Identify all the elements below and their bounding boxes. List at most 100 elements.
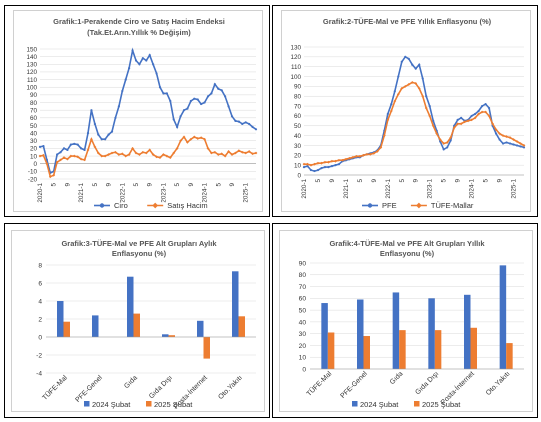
- data-point: [404, 55, 407, 58]
- legend-label: TÜFE-Mallar: [431, 201, 474, 210]
- chart-panel-2: Grafik:2-TÜFE-Mal ve PFE Yıllık Enflasyo…: [272, 5, 538, 217]
- y-tick-label: 0: [297, 172, 301, 179]
- data-point: [470, 118, 474, 122]
- x-tick-label: 2020-1: [37, 183, 44, 203]
- bar-1: [238, 316, 245, 337]
- data-point: [494, 132, 498, 135]
- data-point: [223, 154, 227, 158]
- category-label: Gıda: [123, 374, 139, 390]
- y-tick-label: 50: [294, 123, 302, 130]
- data-point: [515, 144, 519, 147]
- data-point: [505, 141, 508, 144]
- data-point: [334, 164, 337, 167]
- bar-0: [499, 265, 507, 369]
- data-point: [456, 122, 460, 126]
- data-point: [168, 156, 172, 160]
- data-point: [460, 116, 463, 119]
- data-point: [213, 150, 217, 154]
- data-point: [234, 119, 237, 122]
- bar-1: [506, 343, 513, 369]
- data-point: [428, 114, 432, 118]
- x-tick-label: 9: [455, 179, 462, 183]
- x-tick-label: 9: [371, 179, 378, 183]
- bar-0: [464, 294, 471, 369]
- data-point: [421, 77, 424, 80]
- data-point: [155, 155, 158, 159]
- data-point: [302, 162, 306, 166]
- data-point: [432, 119, 435, 122]
- data-point: [237, 149, 241, 153]
- y-tick-label: 60: [294, 113, 302, 120]
- y-tick-label: 120: [290, 54, 301, 61]
- data-point: [134, 151, 138, 155]
- data-point: [203, 101, 206, 104]
- data-point: [210, 151, 213, 155]
- data-point: [220, 152, 224, 156]
- x-tick-label: 5: [174, 183, 181, 187]
- data-point: [52, 173, 56, 177]
- data-point: [145, 59, 148, 62]
- y-tick-label: 70: [294, 103, 302, 110]
- data-point: [86, 148, 90, 152]
- bar-0: [392, 292, 400, 369]
- x-tick-label: 2021-1: [78, 183, 85, 203]
- data-point: [127, 153, 131, 156]
- data-point: [114, 116, 117, 119]
- data-point: [179, 115, 182, 118]
- data-point: [100, 154, 104, 158]
- data-point: [151, 153, 155, 156]
- data-point: [474, 112, 477, 116]
- legend-label: 2025 Şubat: [422, 400, 461, 409]
- data-point: [227, 150, 230, 153]
- data-point: [203, 137, 206, 141]
- data-point: [155, 72, 158, 75]
- y-tick-label: 20: [299, 343, 307, 350]
- series-line-1: [39, 135, 257, 178]
- data-point: [200, 102, 203, 106]
- data-point: [251, 125, 254, 129]
- data-point: [110, 151, 114, 155]
- x-tick-label: 5: [133, 183, 140, 187]
- x-tick-label: 5: [51, 183, 58, 187]
- data-point: [470, 114, 473, 118]
- data-point: [196, 137, 200, 140]
- data-point: [117, 153, 121, 156]
- y-tick-label: 50: [30, 123, 38, 130]
- legend-marker: [99, 203, 105, 208]
- data-point: [407, 83, 411, 86]
- y-tick-label: 60: [299, 296, 307, 303]
- y-tick-label: 2: [38, 316, 42, 323]
- data-point: [512, 138, 515, 141]
- x-tick-label: 2022-1: [385, 179, 392, 199]
- data-point: [254, 128, 258, 131]
- y-tick-label: 0: [38, 334, 42, 341]
- data-point: [93, 122, 96, 126]
- legend-label: 2025 Şubat: [154, 400, 193, 409]
- data-point: [237, 120, 240, 123]
- data-point: [217, 87, 220, 90]
- data-point: [463, 120, 467, 124]
- data-point: [69, 143, 72, 146]
- data-point: [131, 146, 134, 150]
- bar-0: [321, 303, 328, 369]
- data-point: [397, 75, 400, 78]
- y-tick-label: 90: [30, 92, 38, 99]
- data-point: [410, 81, 414, 84]
- data-point: [459, 122, 463, 126]
- y-tick-label: 30: [294, 143, 302, 150]
- x-tick-label: 9: [329, 179, 336, 183]
- data-point: [501, 142, 505, 145]
- y-tick-label: 130: [290, 44, 301, 51]
- category-label: Oto.Yakıtı: [217, 374, 244, 401]
- y-tick-label: 40: [299, 319, 307, 326]
- data-point: [456, 118, 459, 121]
- data-point: [407, 57, 410, 60]
- data-point: [66, 157, 69, 161]
- x-tick-label: 9: [188, 183, 195, 187]
- y-tick-label: 10: [30, 153, 38, 160]
- data-point: [425, 95, 428, 98]
- data-point: [484, 103, 487, 106]
- data-point: [487, 114, 491, 118]
- y-tick-label: 10: [294, 162, 302, 169]
- data-point: [107, 153, 110, 156]
